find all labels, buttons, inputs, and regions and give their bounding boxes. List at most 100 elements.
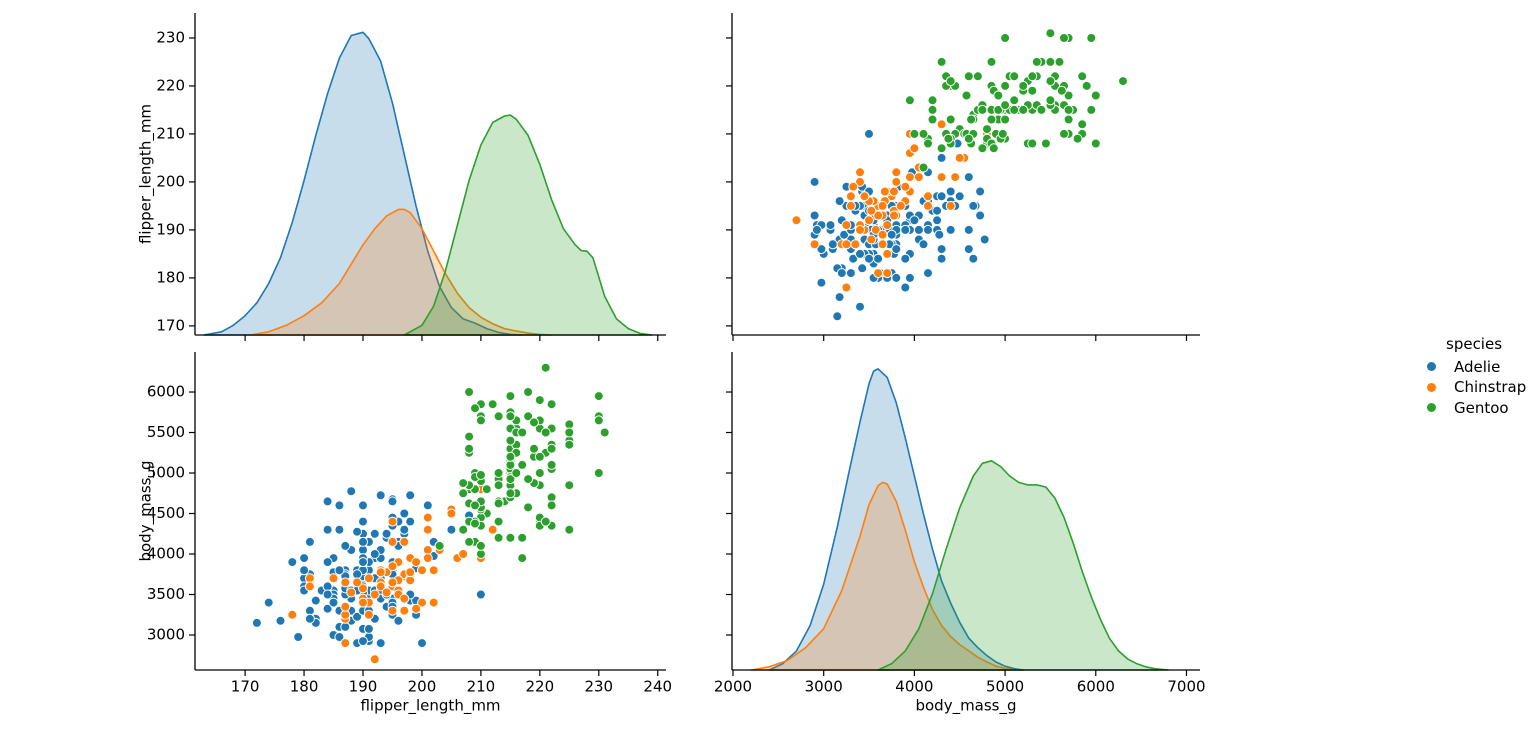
data-point — [1031, 56, 1042, 67]
data-point — [358, 500, 368, 511]
panel-flipper-kde: 170 180 190 200 210 220 230 flipper_length_mm — [137, 13, 666, 341]
data-point — [936, 143, 947, 154]
data-point — [832, 311, 843, 322]
data-point — [855, 301, 865, 312]
data-point — [523, 502, 534, 513]
data-point — [855, 176, 865, 187]
data-point — [968, 253, 979, 264]
data-point — [493, 411, 504, 422]
data-point — [855, 167, 865, 178]
data-point — [299, 565, 310, 576]
data-point — [870, 224, 881, 235]
y-tick-label: 220 — [156, 76, 185, 94]
y-tick-label: 200 — [156, 172, 185, 190]
x-tick-label: 190 — [349, 678, 378, 696]
data-point — [809, 210, 820, 221]
x-tick-label: 170 — [231, 678, 260, 696]
data-point — [405, 567, 416, 578]
data-point — [1045, 95, 1056, 106]
data-point — [340, 638, 351, 649]
y-tick-label: 190 — [156, 220, 185, 238]
data-point — [936, 172, 947, 183]
data-point — [481, 484, 492, 495]
data-point — [375, 567, 386, 578]
data-point — [1086, 104, 1097, 115]
data-point — [1045, 76, 1056, 87]
data-point — [923, 138, 933, 149]
data-point — [845, 268, 856, 279]
legend-label-gentoo: Gentoo — [1454, 398, 1509, 417]
data-point — [1027, 71, 1038, 82]
data-point — [877, 200, 888, 211]
data-point — [470, 500, 480, 511]
data-point — [834, 196, 845, 207]
data-point — [900, 282, 911, 293]
data-point — [1059, 33, 1069, 43]
data-point — [900, 253, 911, 264]
data-point — [534, 451, 545, 462]
data-point — [1090, 138, 1101, 149]
data-point — [963, 224, 974, 235]
x-tick-label: 3000 — [805, 678, 843, 696]
data-point — [882, 248, 893, 259]
data-point — [1000, 33, 1011, 43]
data-point — [1063, 104, 1074, 115]
data-point — [1000, 114, 1011, 125]
data-point — [428, 565, 439, 576]
data-point — [546, 443, 557, 454]
data-point — [322, 603, 333, 614]
data-point — [879, 186, 890, 197]
kde-gentoo — [403, 114, 653, 336]
data-point — [932, 205, 943, 216]
x-axis-label: body_mass_g — [915, 697, 1016, 716]
data-point — [475, 470, 486, 480]
data-point — [855, 224, 865, 235]
data-point — [352, 526, 363, 537]
data-point — [927, 95, 938, 106]
data-point — [310, 595, 321, 606]
data-point — [1090, 90, 1101, 101]
data-point — [891, 244, 902, 255]
data-point — [534, 468, 545, 478]
data-point — [363, 573, 374, 584]
y-tick-label: 180 — [156, 268, 185, 286]
data-point — [945, 200, 956, 211]
data-point — [523, 411, 534, 422]
data-point — [975, 210, 986, 221]
data-point — [845, 200, 856, 211]
data-point — [891, 176, 902, 187]
data-point — [904, 172, 915, 183]
data-point — [1054, 56, 1065, 67]
data-point — [399, 524, 410, 535]
data-point — [904, 272, 915, 283]
data-point — [599, 427, 610, 438]
data-point — [1056, 85, 1067, 96]
y-tick-label: 5000 — [147, 464, 185, 482]
data-point — [422, 512, 433, 523]
data-point — [816, 244, 827, 255]
data-point — [464, 431, 475, 442]
data-point — [393, 615, 404, 626]
data-point — [458, 478, 469, 489]
data-point — [923, 200, 933, 211]
x-tick-label: 200 — [408, 678, 437, 696]
data-point — [287, 609, 298, 620]
data-point — [540, 516, 551, 527]
data-point — [487, 524, 498, 535]
data-point — [966, 114, 977, 125]
data-point — [936, 253, 947, 264]
data-point — [352, 611, 363, 622]
data-point — [873, 210, 884, 221]
data-point — [251, 617, 262, 628]
data-point — [997, 128, 1008, 139]
data-point — [836, 268, 847, 279]
y-tick-label: 3000 — [147, 626, 185, 644]
data-point — [505, 532, 516, 543]
data-point — [864, 128, 874, 139]
data-point — [909, 215, 920, 226]
panel-flipper-vs-mass-scatter: 170 180 190 200 210 220 230 240 3000 3500 4000 4500… — [137, 352, 672, 716]
data-point — [866, 205, 877, 216]
data-point — [493, 498, 504, 509]
data-point — [505, 411, 516, 422]
